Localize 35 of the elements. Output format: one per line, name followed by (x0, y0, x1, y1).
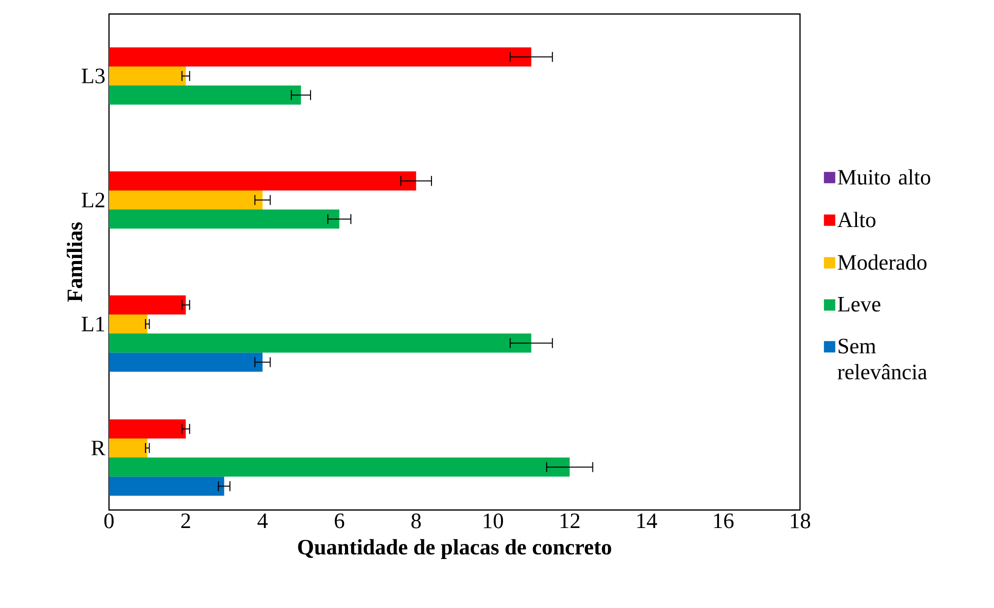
bar (109, 171, 416, 190)
bar (109, 210, 340, 229)
bar (109, 476, 224, 496)
y-tick-label: L2 (82, 192, 104, 208)
bar (109, 458, 570, 477)
bar (109, 314, 148, 334)
y-tick-label: L1 (82, 316, 104, 332)
y-tick-label: R (91, 440, 106, 456)
x-tick-label: 0 (104, 514, 114, 528)
x-tick-label: 16 (714, 514, 734, 528)
y-axis-title: Famílias (66, 222, 82, 302)
bar (109, 47, 532, 66)
bar (109, 66, 186, 86)
legend-label: Sem relevância (838, 338, 928, 380)
legend-label: Muito alto (838, 169, 930, 185)
bar (109, 86, 301, 105)
bar (109, 419, 186, 438)
bar (109, 295, 186, 314)
x-tick-label: 6 (334, 514, 344, 528)
bar (109, 190, 263, 210)
bar (109, 334, 532, 353)
x-tick-label: 14 (637, 514, 658, 528)
y-tick-label: L3 (82, 68, 105, 84)
legend-label: Leve (838, 297, 880, 312)
x-axis-title: Quantidade de placas de concreto (298, 539, 612, 560)
x-tick-label: 4 (258, 514, 268, 528)
x-tick-label: 12 (560, 514, 580, 528)
x-tick-label: 10 (484, 514, 504, 528)
bar (109, 438, 148, 458)
legend-label: Moderado (838, 254, 927, 270)
bar (109, 352, 263, 372)
x-tick-label: 2 (181, 514, 190, 528)
legend-label: Alto (837, 212, 876, 228)
x-tick-label: 18 (790, 514, 810, 528)
x-tick-label: 8 (411, 514, 421, 528)
